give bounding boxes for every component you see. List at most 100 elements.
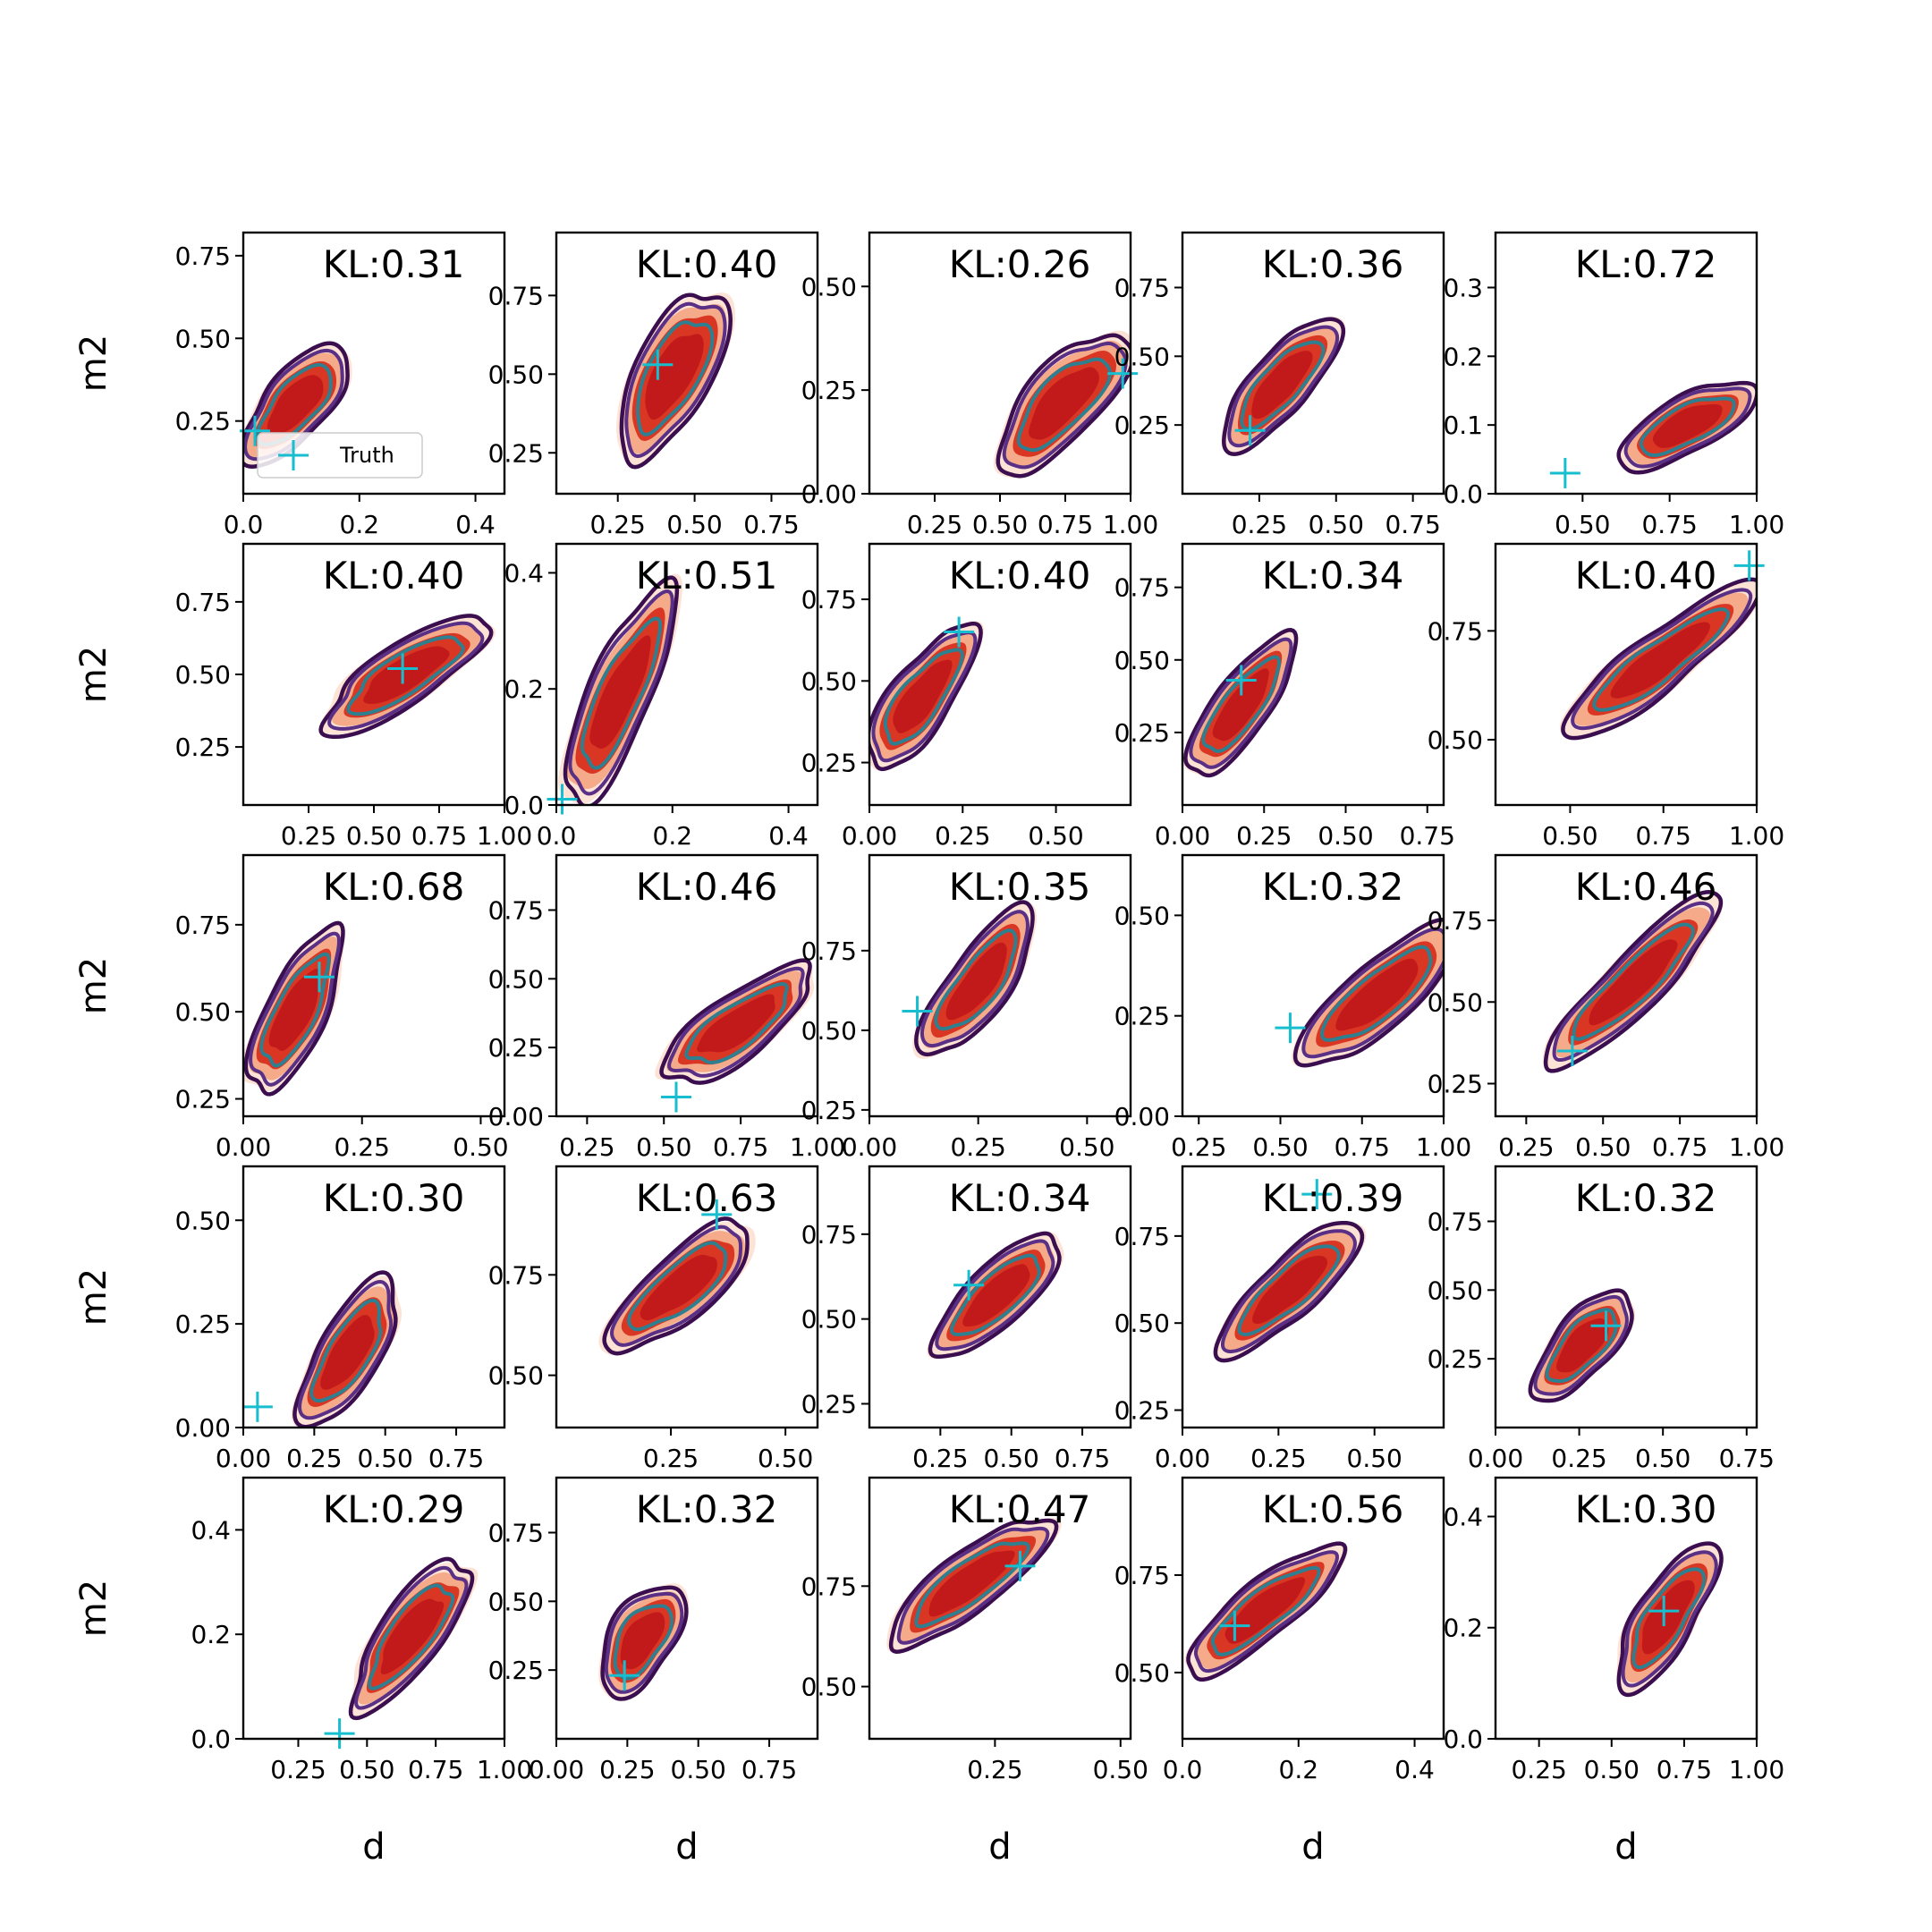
contour-outer	[1186, 1541, 1348, 1682]
axes-frame	[1494, 231, 1758, 496]
y-tick-label: 0.50	[1428, 725, 1483, 755]
x-tick-label: 0.75	[1038, 510, 1093, 539]
y-tick-label: 0.2	[191, 1620, 231, 1649]
contour-middle	[297, 1279, 394, 1420]
x-tick-label: 0.75	[1385, 510, 1440, 539]
density-contours	[598, 1583, 690, 1701]
x-tick-label: 0.4	[455, 510, 496, 539]
y-tick-label: 0.4	[504, 558, 544, 588]
density-fill-core	[1212, 668, 1269, 741]
contour-middle	[1623, 386, 1752, 469]
contour-inner	[950, 1253, 1041, 1337]
x-tick-label: 0.25	[1511, 1755, 1566, 1784]
x-tick-label: 0.75	[1400, 821, 1455, 851]
contour-inner	[309, 1299, 383, 1403]
kl-label: KL:0.36	[1262, 242, 1404, 286]
x-axis-label: d	[1614, 1826, 1637, 1868]
x-tick-label: 0.50	[1093, 1755, 1148, 1784]
x-tick-label: 0.75	[743, 510, 799, 539]
y-tick-label: 0.50	[1114, 901, 1170, 930]
contour-outer	[563, 575, 680, 805]
truth-marker	[902, 996, 933, 1027]
contour-middle	[667, 966, 805, 1078]
x-tick-label: 0.75	[1641, 510, 1697, 539]
y-tick-label: 0.50	[488, 1361, 544, 1391]
density-contours	[558, 573, 682, 805]
x-tick-label: 0.50	[453, 1132, 508, 1162]
y-tick-label: 0.50	[488, 1587, 544, 1616]
y-tick-label: 0.50	[1428, 987, 1483, 1017]
x-tick-label: 0.00	[1155, 821, 1210, 851]
y-tick-label: 0.25	[175, 1085, 231, 1114]
contour-middle	[354, 1565, 469, 1710]
axes-frame	[555, 1165, 819, 1429]
x-tick-label: 0.25	[281, 821, 336, 851]
truth-marker	[701, 1199, 733, 1230]
axes-frame	[868, 1476, 1132, 1741]
kl-label: KL:0.46	[636, 865, 778, 909]
y-tick-label: 0.25	[801, 376, 857, 405]
x-tick-label: 0.25	[643, 1444, 699, 1473]
kl-label: KL:0.51	[636, 554, 778, 597]
panel-6: 0.25 0.50 0.75 1.00 0.25 0.50 0.75 KL:0.40	[175, 542, 532, 851]
contour-middle	[1301, 927, 1444, 1059]
density-fill-core	[697, 994, 775, 1053]
panel-10: 0.50 0.75 1.00 0.50 0.75 KL:0.40	[1428, 542, 1784, 851]
density-contours	[348, 1556, 479, 1721]
kl-label: KL:0.39	[1262, 1176, 1404, 1220]
density-fill-core	[1610, 622, 1710, 699]
x-tick-label: 0.25	[1236, 821, 1292, 851]
legend-box	[257, 432, 423, 479]
panel-25: 0.25 0.50 0.75 1.00 0.0 0.2 0.4 KL:0.30	[1443, 1476, 1784, 1784]
y-tick-label: 0.75	[175, 911, 231, 940]
kl-label: KL:0.40	[636, 242, 778, 286]
axes-frame	[1181, 1165, 1445, 1429]
y-axis-label: m2	[73, 646, 114, 703]
x-tick-label: 0.00	[529, 1755, 584, 1784]
contour-inner	[883, 648, 964, 746]
kl-label: KL:0.31	[323, 242, 465, 286]
x-tick-label: 0.25	[950, 1132, 1005, 1162]
x-tick-label: 0.25	[1250, 1444, 1306, 1473]
truth-marker	[1549, 457, 1580, 488]
y-tick-label: 0.25	[1114, 1002, 1170, 1031]
x-tick-label: 0.75	[1636, 821, 1691, 851]
density-contours	[1213, 1220, 1367, 1363]
y-axis-label: m2	[73, 1580, 114, 1637]
kl-label: KL:0.32	[1262, 865, 1404, 909]
x-tick-label: 1.00	[1729, 1132, 1784, 1162]
y-tick-label: 0.0	[1443, 479, 1483, 509]
panel-3: 0.25 0.50 0.75 1.00 0.00 0.25 0.50 KL:0.26	[801, 231, 1158, 539]
y-tick-label: 0.50	[801, 272, 857, 301]
truth-marker	[944, 616, 975, 648]
y-tick-label: 0.75	[488, 281, 544, 310]
panel-24: 0.0 0.2 0.4 0.50 0.75 KL:0.56	[1114, 1476, 1445, 1784]
axes-frame	[1181, 542, 1445, 807]
contour-outer	[1528, 1288, 1634, 1403]
x-tick-label: 0.75	[1652, 1132, 1707, 1162]
contour-outer	[600, 1585, 689, 1701]
x-tick-label: 0.75	[428, 1444, 484, 1473]
density-contours	[1616, 1541, 1724, 1698]
axes-frame	[1494, 542, 1758, 807]
y-tick-label: 0.75	[1114, 1222, 1170, 1251]
density-fill-core	[893, 659, 953, 733]
truth-marker	[609, 1660, 640, 1691]
truth-marker	[660, 1081, 691, 1113]
contour-middle	[1193, 1550, 1340, 1674]
contour-middle	[609, 1224, 742, 1347]
contour-outer	[1222, 317, 1346, 456]
density-contours	[291, 1270, 402, 1428]
y-tick-label: 0.25	[1114, 411, 1170, 440]
x-tick-label: 0.2	[1279, 1755, 1319, 1784]
y-tick-label: 0.25	[801, 749, 857, 778]
density-contours	[1292, 918, 1444, 1068]
y-tick-label: 0.25	[175, 407, 231, 436]
y-tick-label: 0.50	[801, 1016, 857, 1046]
contour-outer	[996, 333, 1131, 479]
contour-outer	[348, 1556, 475, 1721]
x-tick-label: 0.25	[270, 1755, 326, 1784]
contour-inner	[636, 320, 715, 436]
contour-inner	[914, 1541, 1030, 1629]
y-tick-label: 0.00	[175, 1413, 231, 1443]
